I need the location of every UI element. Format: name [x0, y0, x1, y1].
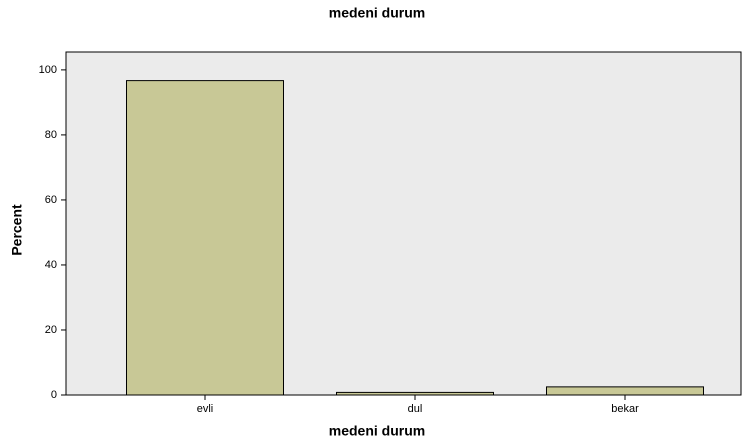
- x-tick-label: dul: [408, 403, 423, 415]
- y-axis-label: Percent: [9, 204, 25, 256]
- y-tick-label: 40: [45, 259, 57, 271]
- y-tick-label: 60: [45, 194, 57, 206]
- bar: [126, 80, 284, 396]
- bar: [336, 391, 494, 396]
- y-tick-label: 20: [45, 324, 57, 336]
- x-tick-label: bekar: [611, 403, 639, 415]
- chart-title: medeni durum: [329, 5, 425, 21]
- x-tick-label: evli: [197, 403, 214, 415]
- y-tick-label: 100: [39, 64, 57, 76]
- y-tick-label: 80: [45, 129, 57, 141]
- y-tick-label: 0: [51, 389, 57, 401]
- x-axis-label: medeni durum: [329, 423, 425, 439]
- bar: [546, 386, 704, 396]
